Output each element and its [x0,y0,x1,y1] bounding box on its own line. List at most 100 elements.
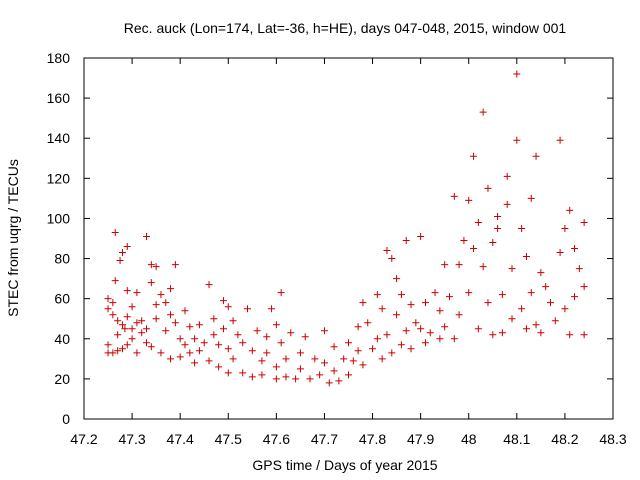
data-point [191,335,199,343]
data-point [147,279,155,287]
data-point [580,283,588,291]
data-point [532,152,540,160]
data-point [445,293,453,301]
data-point [311,355,319,363]
data-point [205,281,213,289]
data-point [402,237,410,245]
data-point [407,301,415,309]
x-tick-label: 48 [461,431,477,447]
data-point [393,275,401,283]
data-point [176,335,184,343]
data-point [116,257,124,265]
data-point [152,301,160,309]
data-point [494,212,502,220]
data-point [215,363,223,371]
y-axis-label: STEC from uqrg / TECUs [5,159,21,317]
data-point [354,347,362,355]
data-point [215,341,223,349]
data-point [109,349,117,357]
data-point [157,349,165,357]
chart-title: Rec. auck (Lon=174, Lat=-36, h=HE), days… [124,20,567,36]
data-point [320,359,328,367]
data-point [111,277,119,285]
data-point [292,375,300,383]
data-point [277,289,285,297]
data-point [258,357,266,365]
data-point [474,218,482,226]
data-point [114,317,122,325]
data-point [301,333,309,341]
data-point [498,329,506,337]
data-point [157,291,165,299]
data-point [176,353,184,361]
data-point [195,347,203,355]
y-tick-label: 100 [47,210,71,226]
y-tick-label: 40 [54,331,70,347]
y-tick-label: 180 [47,50,71,66]
data-point [195,321,203,329]
data-point [455,261,463,269]
data-point [133,319,141,327]
data-point [465,289,473,297]
data-point [210,331,218,339]
data-point [138,317,146,325]
data-point [143,232,151,240]
data-point [383,247,391,255]
data-point [248,373,256,381]
data-point [484,299,492,307]
data-point [580,331,588,339]
data-point [580,218,588,226]
data-point [272,321,280,329]
data-point [513,70,521,78]
data-point [450,192,458,200]
data-point [335,377,343,385]
data-point [470,152,478,160]
data-point [412,319,420,327]
data-point [104,295,112,303]
data-point [316,371,324,379]
data-point [522,325,530,333]
data-point [436,335,444,343]
data-point [109,311,117,319]
data-point [128,335,136,343]
data-point [537,329,545,337]
data-point [272,375,280,383]
data-point [556,249,564,257]
data-point [104,305,112,313]
data-point [224,345,232,353]
data-point [128,325,136,333]
data-point [498,291,506,299]
data-point [575,265,583,273]
data-point [330,367,338,375]
data-point [373,291,381,299]
x-tick-label: 47.7 [311,431,338,447]
data-point [407,345,415,353]
data-point [388,349,396,357]
data-point [133,349,141,357]
data-point [397,291,405,299]
x-tick-label: 47.5 [215,431,242,447]
data-point [282,355,290,363]
data-point [378,355,386,363]
data-point [272,363,280,371]
data-point [455,311,463,319]
data-point [388,255,396,263]
data-point [162,299,170,307]
data-point [306,375,314,383]
data-point [518,305,526,313]
data-point [571,245,579,253]
data-point [479,108,487,116]
plot-frame [83,57,614,420]
data-point [373,335,381,343]
data-point [546,299,554,307]
data-point [503,172,511,180]
data-point [513,136,521,144]
data-point [263,333,271,341]
data-point [561,224,569,232]
x-tick-label: 47.8 [359,431,386,447]
data-point [171,319,179,327]
data-point [345,339,352,347]
data-point [114,347,122,355]
data-point [383,331,391,339]
data-point [436,307,444,315]
